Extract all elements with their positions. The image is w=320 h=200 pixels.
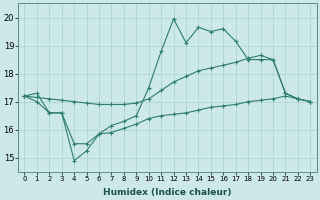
X-axis label: Humidex (Indice chaleur): Humidex (Indice chaleur) (103, 188, 232, 197)
